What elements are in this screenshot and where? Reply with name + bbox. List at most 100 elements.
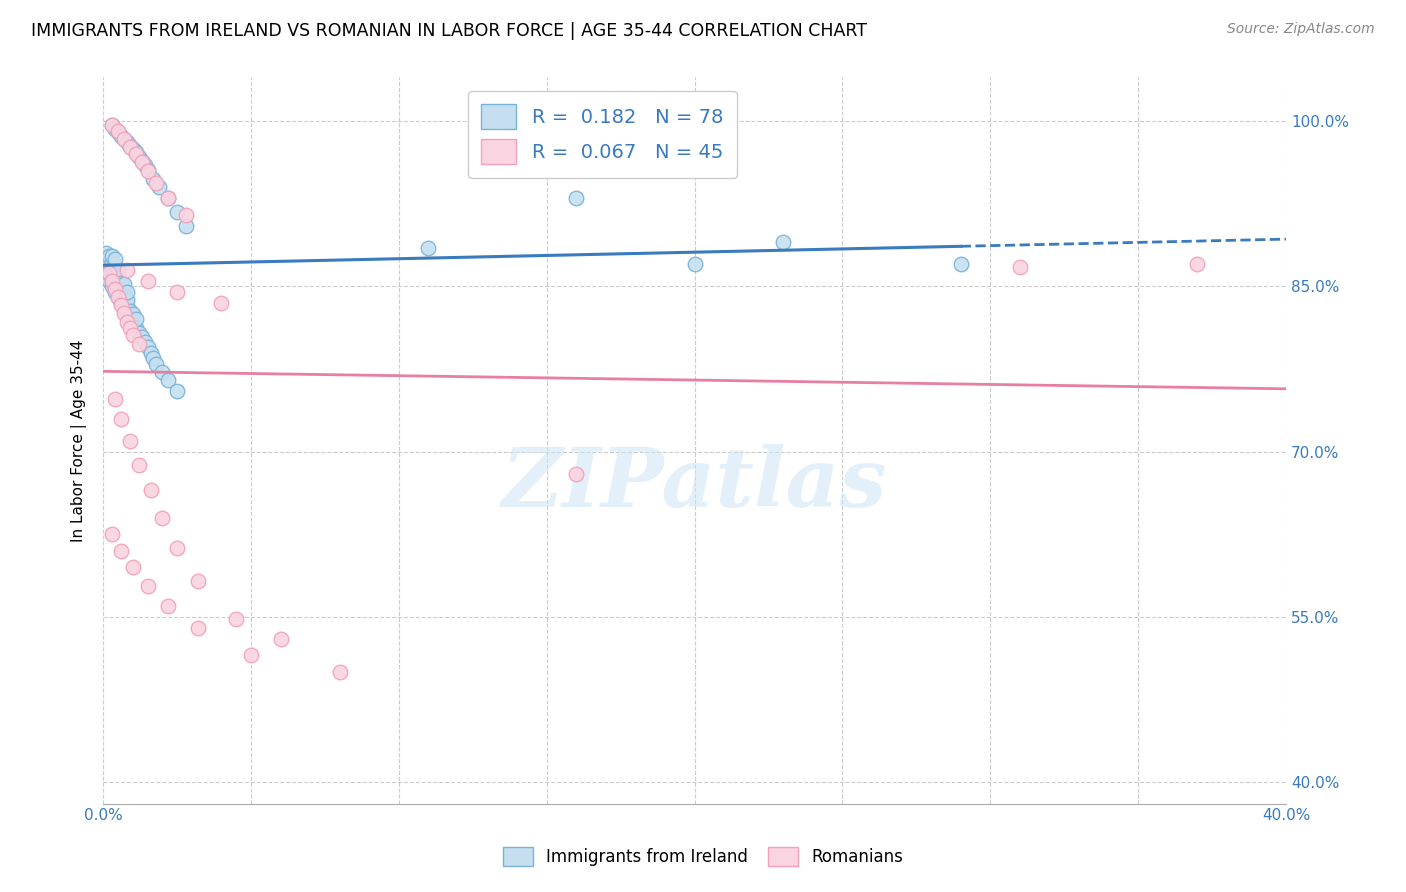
Point bbox=[101, 274, 124, 288]
Point bbox=[112, 132, 135, 146]
Point bbox=[131, 155, 153, 169]
Point bbox=[136, 164, 159, 178]
Point bbox=[142, 171, 165, 186]
Point bbox=[134, 158, 156, 172]
Point bbox=[104, 268, 127, 283]
Legend: R =  0.182   N = 78, R =  0.067   N = 45: R = 0.182 N = 78, R = 0.067 N = 45 bbox=[468, 91, 737, 178]
Point bbox=[112, 285, 135, 299]
Point bbox=[101, 249, 124, 263]
Point bbox=[101, 255, 124, 269]
Point bbox=[98, 274, 121, 288]
Point bbox=[329, 665, 352, 679]
Point bbox=[101, 274, 124, 288]
Point bbox=[107, 125, 129, 139]
Point bbox=[107, 279, 129, 293]
Point bbox=[166, 384, 188, 398]
Point bbox=[139, 345, 162, 359]
Point bbox=[107, 270, 129, 285]
Point bbox=[112, 306, 135, 320]
Point bbox=[136, 340, 159, 354]
Point bbox=[96, 246, 118, 260]
Point bbox=[115, 293, 138, 307]
Point bbox=[270, 632, 292, 646]
Point bbox=[107, 291, 129, 305]
Point bbox=[101, 118, 124, 132]
Point bbox=[110, 128, 132, 143]
Text: ZIPatlas: ZIPatlas bbox=[502, 444, 887, 524]
Point bbox=[118, 434, 141, 448]
Point bbox=[166, 204, 188, 219]
Point bbox=[101, 260, 124, 274]
Point bbox=[142, 351, 165, 365]
Point bbox=[112, 296, 135, 310]
Point bbox=[104, 285, 127, 299]
Point bbox=[110, 298, 132, 312]
Point bbox=[118, 138, 141, 153]
Point bbox=[112, 132, 135, 146]
Point bbox=[174, 208, 197, 222]
Point bbox=[112, 291, 135, 305]
Point bbox=[157, 599, 180, 613]
Point bbox=[136, 162, 159, 177]
Point bbox=[112, 277, 135, 292]
Point bbox=[157, 191, 180, 205]
Point bbox=[128, 458, 150, 472]
Point bbox=[104, 279, 127, 293]
Point bbox=[115, 285, 138, 299]
Point bbox=[125, 147, 148, 161]
Point bbox=[115, 136, 138, 150]
Point bbox=[125, 321, 148, 335]
Point bbox=[565, 467, 588, 481]
Point bbox=[121, 560, 143, 574]
Y-axis label: In Labor Force | Age 35-44: In Labor Force | Age 35-44 bbox=[72, 339, 87, 541]
Point bbox=[131, 154, 153, 169]
Point bbox=[115, 263, 138, 277]
Point bbox=[96, 252, 118, 266]
Point bbox=[148, 180, 170, 194]
Point bbox=[104, 282, 127, 296]
Point bbox=[125, 312, 148, 326]
Point bbox=[174, 219, 197, 233]
Point bbox=[104, 392, 127, 406]
Point bbox=[418, 241, 440, 255]
Point bbox=[96, 258, 118, 272]
Point bbox=[121, 142, 143, 156]
Point bbox=[225, 612, 247, 626]
Point bbox=[121, 307, 143, 321]
Point bbox=[134, 334, 156, 349]
Point bbox=[110, 411, 132, 425]
Point bbox=[101, 279, 124, 293]
Text: Source: ZipAtlas.com: Source: ZipAtlas.com bbox=[1227, 22, 1375, 37]
Point bbox=[112, 301, 135, 316]
Point bbox=[150, 365, 173, 379]
Text: IMMIGRANTS FROM IRELAND VS ROMANIAN IN LABOR FORCE | AGE 35-44 CORRELATION CHART: IMMIGRANTS FROM IRELAND VS ROMANIAN IN L… bbox=[31, 22, 868, 40]
Point bbox=[107, 291, 129, 305]
Point bbox=[101, 268, 124, 283]
Point bbox=[118, 321, 141, 335]
Point bbox=[683, 258, 706, 272]
Point bbox=[107, 285, 129, 299]
Point bbox=[145, 357, 167, 371]
Point bbox=[104, 252, 127, 266]
Point bbox=[121, 315, 143, 329]
Point bbox=[131, 330, 153, 344]
Point bbox=[211, 296, 233, 310]
Legend: Immigrants from Ireland, Romanians: Immigrants from Ireland, Romanians bbox=[496, 840, 910, 873]
Point bbox=[565, 191, 588, 205]
Point bbox=[101, 527, 124, 541]
Point bbox=[115, 315, 138, 329]
Point bbox=[110, 296, 132, 310]
Point bbox=[187, 621, 209, 635]
Point bbox=[118, 303, 141, 318]
Point bbox=[115, 306, 138, 320]
Point bbox=[150, 510, 173, 524]
Point bbox=[110, 291, 132, 305]
Point bbox=[136, 579, 159, 593]
Point bbox=[240, 648, 263, 662]
Point bbox=[157, 373, 180, 387]
Point bbox=[104, 274, 127, 288]
Point bbox=[107, 264, 129, 278]
Point bbox=[949, 258, 972, 272]
Point bbox=[107, 124, 129, 138]
Point bbox=[125, 145, 148, 160]
